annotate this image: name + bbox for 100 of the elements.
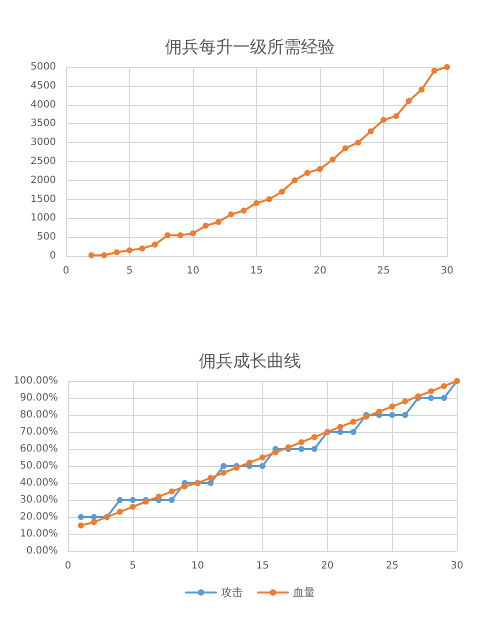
y-tick-label: 20.00% [20, 512, 58, 522]
y-tick-label: 3000 [30, 137, 56, 148]
point [90, 519, 97, 526]
point [350, 418, 356, 425]
point [260, 463, 266, 469]
point [380, 116, 386, 123]
y-tick-label: 0 [50, 250, 56, 262]
chart-title: 佣兵每升一级所需经验 [165, 38, 335, 58]
point [78, 522, 84, 528]
point [406, 98, 412, 104]
point [431, 68, 438, 74]
point [101, 252, 108, 258]
point [393, 113, 400, 120]
y-tick-label: 5000 [30, 62, 56, 72]
legend-label: 血量 [293, 586, 315, 599]
y-tick-label: 0.00% [26, 546, 58, 556]
point [182, 483, 188, 490]
point [418, 86, 425, 93]
y-tick-label: 4500 [30, 80, 56, 92]
point [164, 232, 171, 238]
x-tick-label: 25 [386, 560, 399, 572]
point [298, 439, 304, 446]
point [215, 218, 222, 225]
point [130, 504, 136, 510]
point [246, 460, 253, 466]
point [278, 188, 285, 195]
point [220, 463, 227, 469]
point [88, 252, 94, 258]
point [168, 488, 175, 494]
point [317, 166, 323, 172]
y-tick-label: 100.00% [14, 376, 58, 386]
point [304, 170, 310, 176]
point [266, 196, 272, 202]
point [298, 446, 304, 452]
point [228, 211, 234, 218]
x-tick-label: 30 [450, 560, 464, 572]
point [168, 497, 175, 503]
x-tick-label: 0 [64, 560, 72, 572]
point [350, 429, 356, 435]
point [90, 514, 97, 520]
y-tick-label: 1000 [30, 212, 56, 224]
x-tick-label: 5 [126, 266, 133, 276]
point [311, 446, 318, 452]
x-tick-label: 20 [314, 266, 326, 276]
point [272, 449, 278, 456]
point [428, 395, 434, 401]
y-tick-label: 30.00% [20, 494, 58, 506]
x-tick-label: 15 [250, 266, 263, 276]
y-tick-label: 2000 [30, 174, 56, 186]
point [208, 474, 214, 481]
x-tick-label: 5 [130, 560, 136, 572]
point [311, 434, 318, 440]
chart-title: 佣兵成长曲线 [199, 352, 301, 372]
point [389, 412, 396, 418]
y-tick-label: 80.00% [20, 410, 58, 420]
y-tick-label: 2500 [30, 156, 56, 167]
x-tick-label: 20 [320, 560, 334, 572]
y-tick-label: 4000 [30, 99, 56, 110]
point [177, 232, 184, 238]
y-tick-label: 500 [36, 232, 56, 243]
point [337, 429, 344, 435]
point [156, 494, 162, 500]
point [402, 398, 408, 404]
x-tick-label: 10 [186, 266, 200, 276]
x-tick-label: 25 [377, 266, 390, 276]
point [220, 470, 227, 476]
x-tick-label: 30 [440, 266, 454, 276]
x-tick-label: 10 [191, 560, 204, 572]
point [114, 249, 120, 256]
point [152, 242, 158, 248]
point [202, 222, 209, 229]
y-tick-label: 70.00% [20, 426, 58, 438]
point [260, 454, 266, 460]
point [116, 508, 123, 515]
y-tick-label: 90.00% [20, 392, 58, 404]
point [130, 497, 136, 503]
y-tick-label: 50.00% [20, 460, 58, 472]
y-tick-label: 3500 [30, 118, 56, 130]
point [254, 200, 260, 206]
point [337, 424, 344, 430]
point [444, 64, 450, 70]
point [240, 208, 247, 214]
point [402, 412, 408, 418]
point [330, 156, 336, 163]
point [208, 480, 214, 486]
point [292, 177, 298, 184]
point [342, 145, 348, 152]
point [376, 408, 382, 415]
x-tick-label: 0 [62, 266, 70, 276]
y-tick-label: 1500 [30, 194, 56, 205]
point [441, 383, 448, 390]
point [368, 128, 374, 134]
y-tick-label: 60.00% [20, 444, 58, 454]
y-tick-label: 10.00% [20, 528, 58, 540]
legend-label: 攻击 [221, 586, 243, 599]
point [428, 388, 434, 394]
point [441, 395, 448, 401]
point [139, 245, 146, 252]
point [190, 230, 196, 236]
point [126, 247, 132, 254]
